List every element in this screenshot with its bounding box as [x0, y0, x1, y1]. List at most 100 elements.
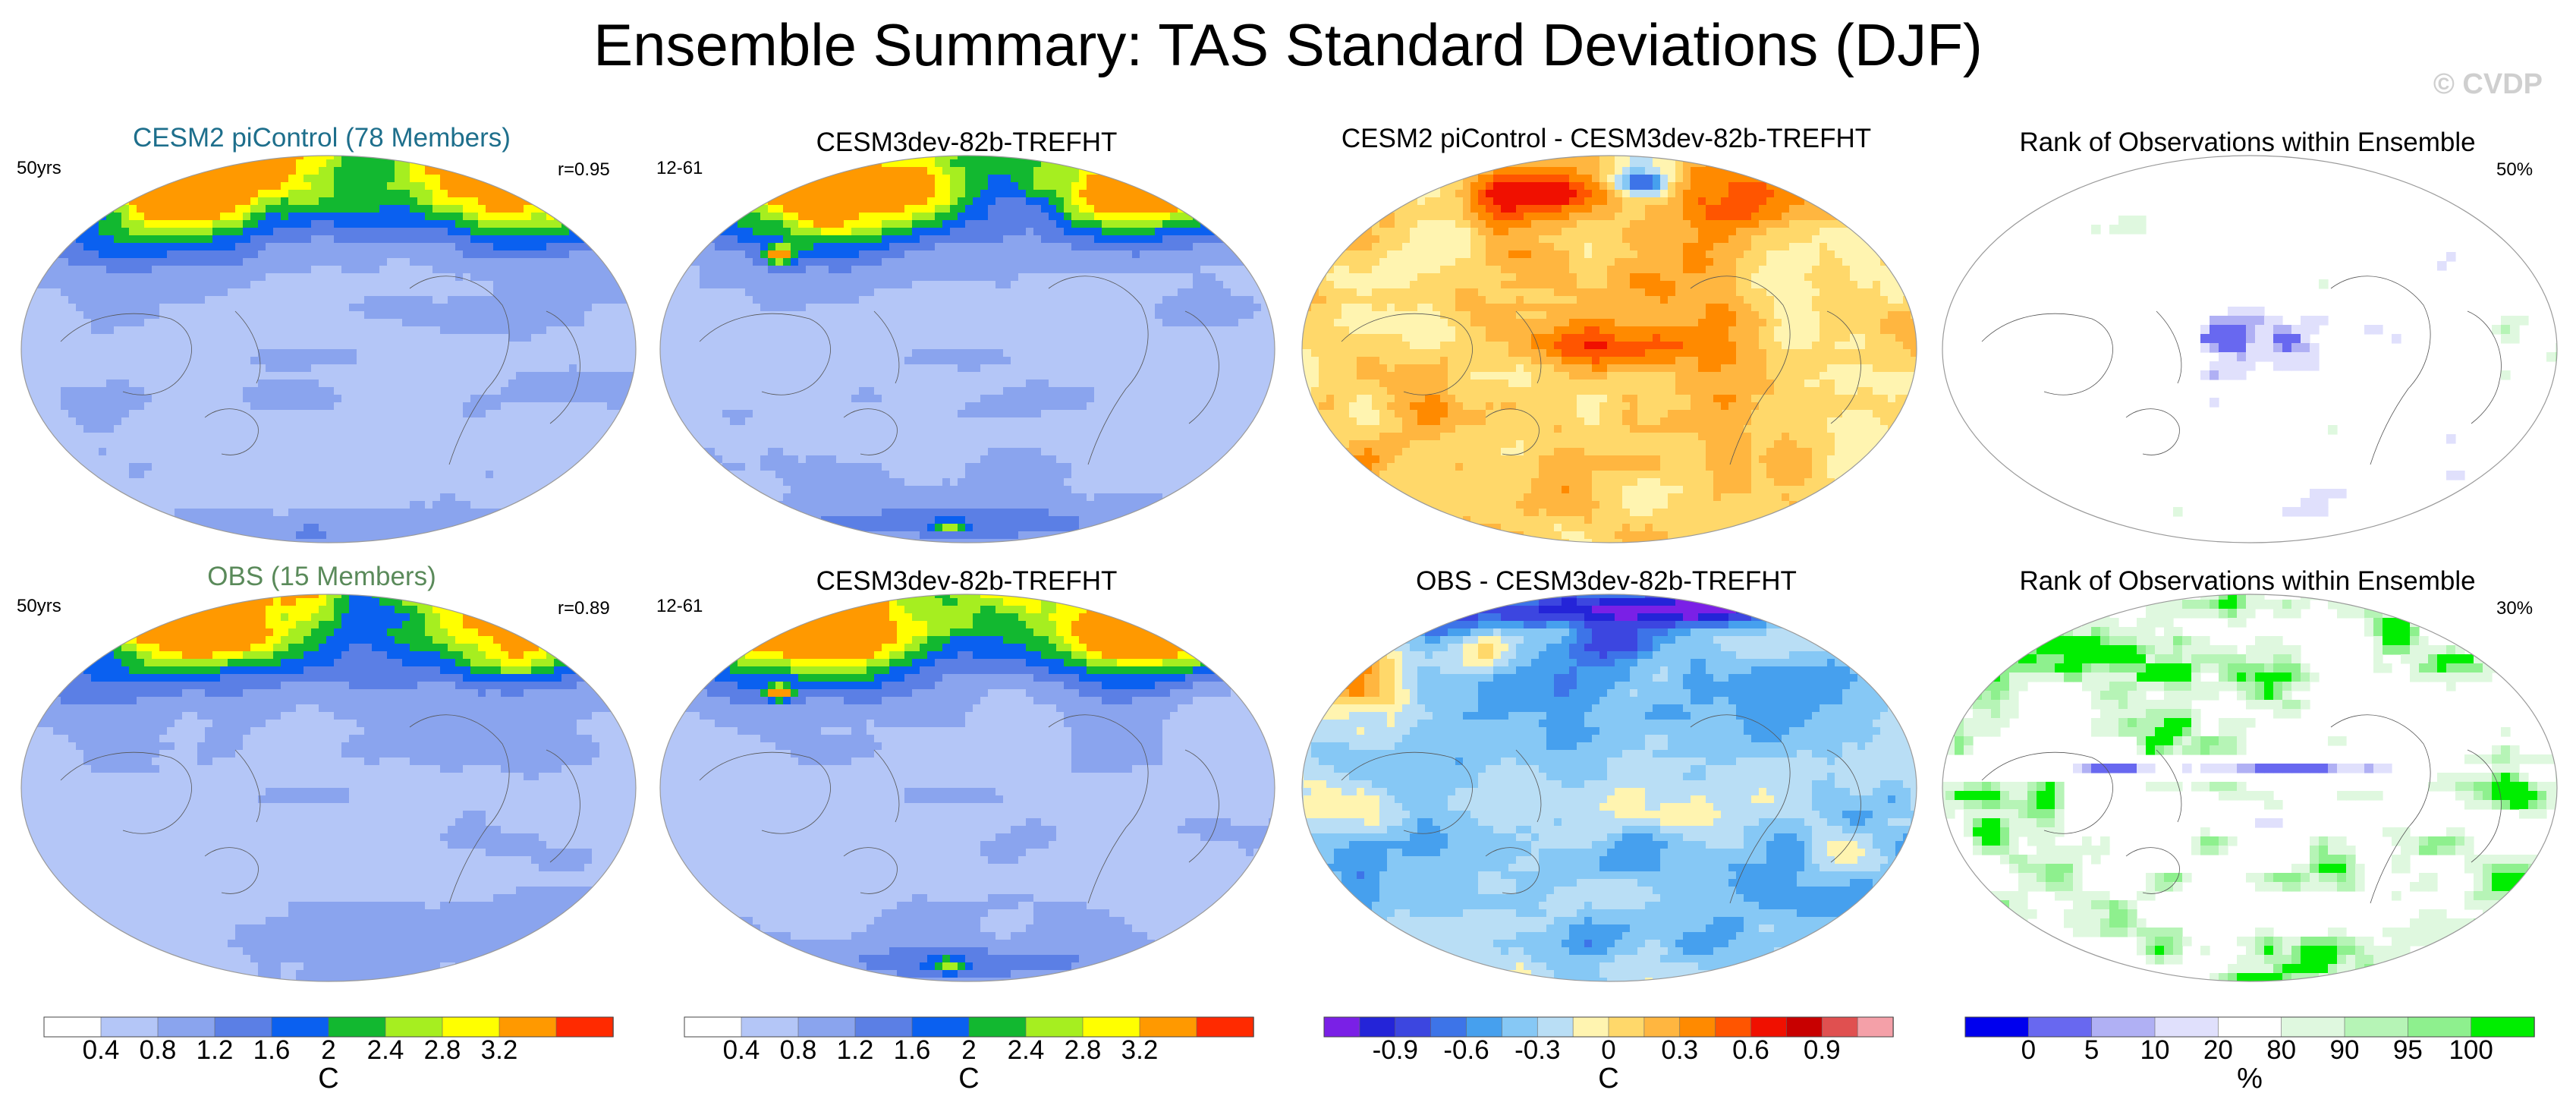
- map-cell: [395, 319, 403, 327]
- map-cell: [106, 228, 115, 236]
- map-cell: [38, 334, 46, 342]
- map-cell: [516, 197, 524, 206]
- map-cell: [91, 349, 99, 357]
- map-cell: [212, 402, 221, 411]
- map-cell: [288, 471, 297, 479]
- map-cell: [83, 159, 92, 168]
- map-cell: [1102, 175, 1110, 183]
- map-cell: [493, 197, 502, 206]
- map-cell: [950, 175, 958, 183]
- map-cell: [235, 243, 244, 251]
- map-cell: [182, 190, 190, 198]
- map-cell: [76, 364, 84, 373]
- map-cell: [341, 524, 350, 532]
- map-cell: [516, 433, 524, 441]
- map-cell: [402, 258, 410, 266]
- map-cell: [144, 524, 153, 532]
- map-cell: [23, 243, 31, 251]
- map-cell: [410, 509, 418, 517]
- map-cell: [584, 235, 593, 244]
- map-cell: [220, 250, 228, 259]
- map-cell: [577, 167, 585, 175]
- map-cell: [190, 417, 198, 426]
- map-cell: [425, 471, 433, 479]
- map-cell: [273, 372, 282, 380]
- map-cell: [768, 182, 776, 191]
- map-cell: [53, 220, 61, 228]
- map-cell: [23, 235, 31, 244]
- map-cell: [38, 342, 46, 350]
- map-cell: [106, 266, 115, 274]
- map-cell: [372, 334, 380, 342]
- map-cell: [250, 197, 259, 206]
- map-cell: [76, 197, 84, 206]
- map-cell: [61, 258, 69, 266]
- map-cell: [258, 417, 266, 426]
- map-cell: [455, 258, 464, 266]
- map-cell: [387, 531, 395, 540]
- map-cell: [288, 372, 297, 380]
- map-cell: [493, 349, 502, 357]
- map-cell: [341, 296, 350, 304]
- map-cell: [569, 417, 577, 426]
- map-cell: [1109, 197, 1118, 206]
- map-cell: [137, 156, 145, 160]
- map-cell: [21, 402, 24, 411]
- map-cell: [432, 380, 441, 388]
- map-cell: [99, 364, 107, 373]
- map-cell: [38, 156, 46, 160]
- map-cell: [432, 425, 441, 433]
- map-cell: [980, 159, 989, 168]
- map-cell: [440, 410, 448, 418]
- map-cell: [212, 182, 221, 191]
- map-cell: [273, 288, 282, 297]
- map-cell: [235, 493, 244, 502]
- map-cell: [258, 531, 266, 540]
- map-cell: [539, 243, 547, 251]
- map-cell: [486, 243, 494, 251]
- map-cell: [61, 493, 69, 502]
- map-cell: [1155, 167, 1163, 175]
- map-cell: [569, 334, 577, 342]
- map-cell: [341, 387, 350, 395]
- map-cell: [692, 182, 700, 191]
- map-cell: [121, 304, 130, 312]
- map-cell: [326, 539, 335, 543]
- map-cell: [228, 190, 236, 198]
- map-cell: [167, 182, 175, 191]
- map-cell: [395, 395, 403, 403]
- map-cell: [592, 402, 600, 411]
- map-cell: [470, 357, 479, 365]
- map-cell: [531, 509, 539, 517]
- map-cell: [212, 243, 221, 251]
- map-cell: [144, 455, 153, 464]
- map-cell: [738, 182, 746, 191]
- map-cell: [357, 220, 365, 228]
- map-cell: [615, 220, 623, 228]
- map-cell: [288, 410, 297, 418]
- map-cell: [21, 243, 24, 251]
- map-cell: [53, 228, 61, 236]
- map-cell: [1003, 190, 1011, 198]
- map-cell: [478, 531, 486, 540]
- map-cell: [607, 250, 615, 259]
- map-cell: [402, 304, 410, 312]
- map-cell: [501, 478, 509, 487]
- map-cell: [326, 228, 335, 236]
- map-cell: [882, 205, 890, 213]
- map-cell: [258, 304, 266, 312]
- map-cell: [296, 433, 304, 441]
- map-cell: [61, 463, 69, 471]
- map-cell: [114, 417, 122, 426]
- map-cell: [61, 296, 69, 304]
- map-cell: [1102, 205, 1110, 213]
- map-cell: [592, 395, 600, 403]
- map-cell: [425, 478, 433, 487]
- map-cell: [228, 311, 236, 320]
- map-cell: [1011, 190, 1019, 198]
- map-cell: [410, 250, 418, 259]
- map-cell: [38, 509, 46, 517]
- map-cell: [554, 175, 562, 183]
- map-cell: [516, 167, 524, 175]
- map-cell: [379, 493, 388, 502]
